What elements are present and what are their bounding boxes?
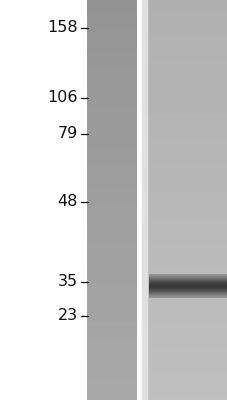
Text: 158: 158 [47,20,77,36]
Text: 79: 79 [57,126,77,142]
Text: 23: 23 [57,308,77,324]
Text: 106: 106 [47,90,77,106]
Bar [142,0,146,400]
Text: 48: 48 [57,194,77,210]
Text: 35: 35 [57,274,77,290]
